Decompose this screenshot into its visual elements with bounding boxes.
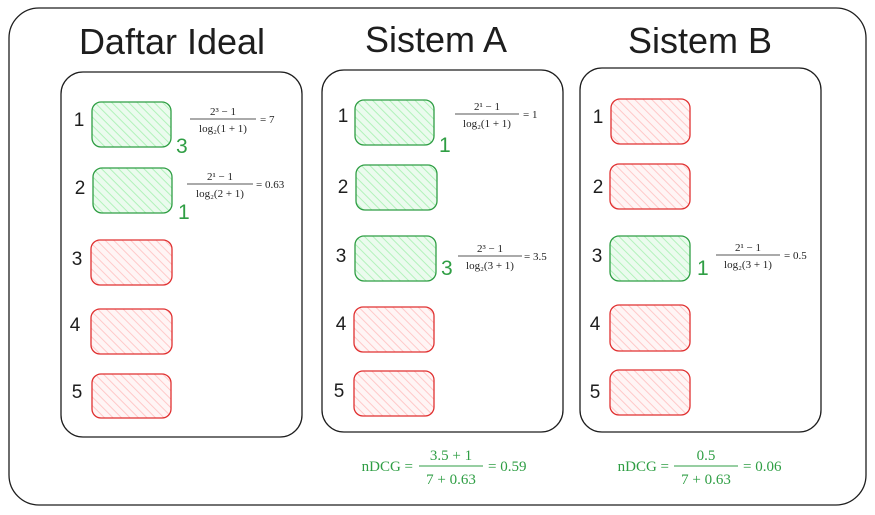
gain-result: = 0.5 [784,250,807,262]
sistem-a-item-3: 3 3 2³ − 1 log₂(3 + 1) = 3.5 [336,235,547,282]
panel-title-sistem-b: Sistem B [628,20,772,61]
sistem-a-item-1: 1 1 2¹ − 1 log₂(1 + 1) = 1 [338,99,537,157]
outer-frame [8,7,867,506]
rank-label: 3 [592,246,603,267]
rank-label: 5 [334,381,345,402]
sistem-b-item-2: 2 [593,163,691,210]
ndcg-denominator: 7 + 0.63 [681,472,731,488]
ndcg-sistem-b: nDCG = 0.5 7 + 0.63 = 0.06 [618,448,782,488]
nonrelevant-document-card [90,239,173,286]
gain-denominator: log₂(3 + 1) [466,260,514,272]
sistem-b-item-3: 3 1 2¹ − 1 log₂(3 + 1) = 0.5 [592,235,807,282]
nonrelevant-document-card [91,373,172,419]
gain-denominator: log₂(3 + 1) [724,259,772,271]
relevance-score: 3 [176,135,188,158]
ndcg-result: = 0.59 [488,459,526,475]
panel-title-ideal: Daftar Ideal [79,21,265,62]
rank-label: 2 [338,177,349,198]
sistem-b-item-1: 1 [593,98,691,145]
gain-result: = 7 [260,114,275,126]
nonrelevant-document-card [609,304,691,352]
rank-label: 1 [338,106,349,127]
relevance-score: 1 [178,201,190,224]
rank-label: 2 [75,178,86,199]
rank-label: 2 [593,177,604,198]
rank-label: 1 [593,107,604,128]
relevant-document-card [91,101,172,148]
relevant-document-card [355,164,438,211]
gain-numerator: 2¹ − 1 [474,101,500,113]
ideal-item-3: 3 [72,239,173,286]
nonrelevant-document-card [609,163,691,210]
relevance-score: 1 [439,134,451,157]
rank-label: 4 [590,314,601,335]
sistem-b-item-5: 5 [590,369,691,416]
panel-sistem-b [579,67,822,433]
panel-title-sistem-a: Sistem A [365,19,507,60]
relevance-score: 1 [697,257,709,280]
ndcg-label: nDCG = [618,459,669,475]
rank-label: 3 [72,249,83,270]
relevant-document-card [609,235,691,282]
rank-label: 4 [336,314,347,335]
rank-label: 5 [590,382,601,403]
sistem-a-item-5: 5 [334,370,435,417]
rank-label: 1 [74,110,85,131]
gain-denominator: log₂(1 + 1) [463,118,511,130]
gain-numerator: 2¹ − 1 [735,242,761,254]
rank-label: 5 [72,382,83,403]
sistem-a-item-2: 2 [338,164,438,211]
nonrelevant-document-card [353,306,435,353]
gain-numerator: 2³ − 1 [210,106,236,118]
gain-denominator: log₂(2 + 1) [196,188,244,200]
nonrelevant-document-card [90,308,173,355]
relevant-document-card [354,235,437,282]
rank-label: 3 [336,246,347,267]
gain-result: = 0.63 [256,179,285,191]
ndcg-denominator: 7 + 0.63 [426,472,476,488]
relevance-score: 3 [441,257,453,280]
nonrelevant-document-card [610,98,691,145]
gain-denominator: log₂(1 + 1) [199,123,247,135]
ideal-item-1: 1 3 2³ − 1 log₂(1 + 1) = 7 [74,101,275,158]
nonrelevant-document-card [609,369,691,416]
gain-result: = 3.5 [524,251,547,263]
ndcg-label: nDCG = [362,459,413,475]
relevant-document-card [92,167,173,214]
ndcg-numerator: 0.5 [697,448,716,464]
relevant-document-card [354,99,435,146]
gain-numerator: 2³ − 1 [477,243,503,255]
rank-label: 4 [70,315,81,336]
sistem-b-item-4: 4 [590,304,691,352]
nonrelevant-document-card [353,370,435,417]
sistem-a-item-4: 4 [336,306,435,353]
gain-result: = 1 [523,109,537,121]
ideal-item-5: 5 [72,373,172,419]
ideal-item-2: 2 1 2¹ − 1 log₂(2 + 1) = 0.63 [75,167,285,224]
gain-numerator: 2¹ − 1 [207,171,233,183]
ndcg-numerator: 3.5 + 1 [430,448,472,464]
ndcg-sistem-a: nDCG = 3.5 + 1 7 + 0.63 = 0.59 [362,448,527,488]
ndcg-result: = 0.06 [743,459,782,475]
ideal-item-4: 4 [70,308,173,355]
panel-sistem-a [321,69,564,433]
panel-ideal [60,71,303,438]
